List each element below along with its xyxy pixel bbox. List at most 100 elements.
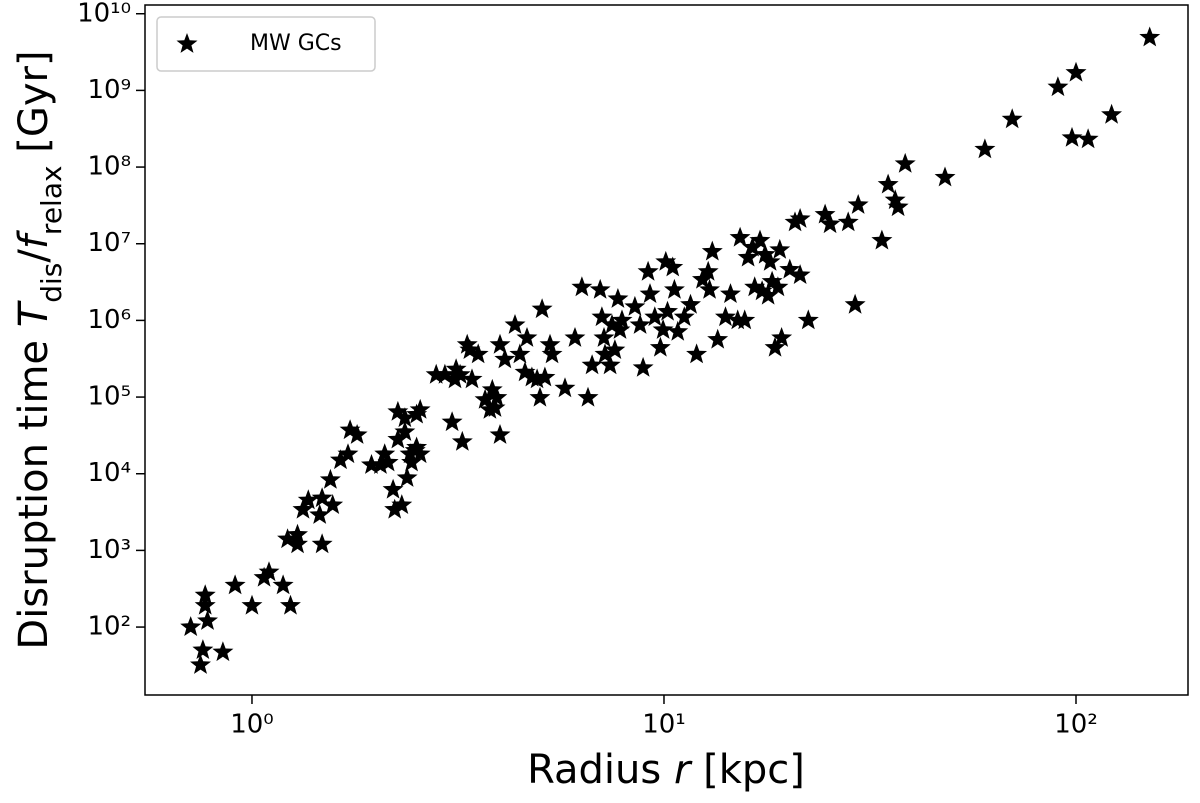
point (784, 211, 806, 232)
y-tick-label: 10⁴ (87, 458, 131, 488)
point (396, 467, 418, 487)
point (751, 280, 773, 301)
point (797, 309, 819, 330)
point (577, 386, 599, 407)
point (877, 173, 899, 194)
x-tick-label: 10⁰ (230, 710, 274, 740)
x-tick-label: 10¹ (642, 710, 686, 740)
point (744, 276, 766, 297)
point (657, 300, 678, 321)
point (541, 343, 563, 364)
point (934, 166, 956, 187)
y-axis-label: Disruption time Tdis/frelax [Gyr] (11, 50, 68, 649)
point (789, 208, 811, 228)
y-tick-label: 10² (87, 612, 131, 642)
point (974, 138, 996, 159)
point (607, 288, 629, 308)
point (814, 203, 836, 224)
point (451, 430, 473, 451)
point (673, 306, 695, 327)
point (701, 240, 723, 261)
point (589, 278, 611, 299)
x-axis-label-part: r (674, 747, 693, 793)
point (1047, 76, 1069, 97)
point (664, 278, 685, 299)
point (1065, 61, 1087, 82)
point (1001, 108, 1023, 129)
point (272, 574, 294, 595)
point (409, 398, 431, 419)
point (652, 319, 674, 339)
point (258, 561, 280, 582)
point (715, 306, 736, 327)
point (509, 343, 531, 364)
point (292, 498, 314, 519)
point (729, 226, 751, 247)
y-tick-label: 10⁷ (87, 228, 131, 258)
point (529, 386, 551, 407)
point (394, 421, 416, 441)
point (309, 504, 331, 524)
y-axis-label-part: [Gyr] (11, 50, 57, 165)
point (767, 276, 789, 297)
point (406, 436, 428, 457)
point (593, 327, 615, 347)
point (409, 443, 431, 464)
point (754, 243, 776, 264)
x-axis-label-part: [kpc] (690, 747, 804, 793)
legend-box (156, 16, 376, 72)
point (742, 236, 763, 257)
point (391, 494, 413, 514)
point (601, 314, 623, 334)
point (339, 419, 361, 440)
point (425, 363, 447, 384)
point (330, 449, 351, 470)
point (837, 211, 859, 232)
point (699, 278, 720, 299)
point (697, 260, 719, 281)
point (649, 336, 671, 357)
point (1077, 128, 1099, 149)
point (707, 328, 729, 349)
point (564, 327, 586, 347)
point (1139, 26, 1161, 47)
y-tick-label: 10⁵ (87, 382, 131, 412)
point (374, 443, 396, 464)
point (194, 594, 216, 615)
point (486, 386, 508, 407)
point (759, 250, 781, 271)
point (449, 363, 471, 384)
point (192, 639, 214, 659)
point (377, 451, 399, 472)
point (624, 295, 646, 316)
point (441, 411, 463, 432)
point (637, 260, 659, 281)
point (1101, 103, 1122, 124)
point (287, 533, 308, 554)
point (894, 152, 916, 173)
point (459, 339, 481, 359)
point (197, 610, 218, 630)
y-tick-label: 10¹⁰ (77, 0, 131, 28)
point (361, 454, 382, 474)
point (769, 238, 791, 259)
point (481, 378, 503, 399)
y-axis-label-part: / (11, 249, 57, 263)
point (757, 284, 779, 305)
point (591, 306, 613, 327)
point (504, 314, 526, 334)
point (461, 368, 483, 389)
point (526, 368, 548, 389)
point (531, 298, 553, 319)
plot-frame (144, 4, 1189, 696)
point (534, 366, 556, 387)
point (887, 196, 909, 217)
point (629, 314, 651, 334)
y-tick-label: 10⁶ (87, 305, 131, 335)
point (474, 388, 496, 409)
y-tick-label: 10⁸ (87, 152, 131, 182)
point (571, 276, 593, 297)
point (382, 478, 404, 499)
point (844, 293, 866, 314)
